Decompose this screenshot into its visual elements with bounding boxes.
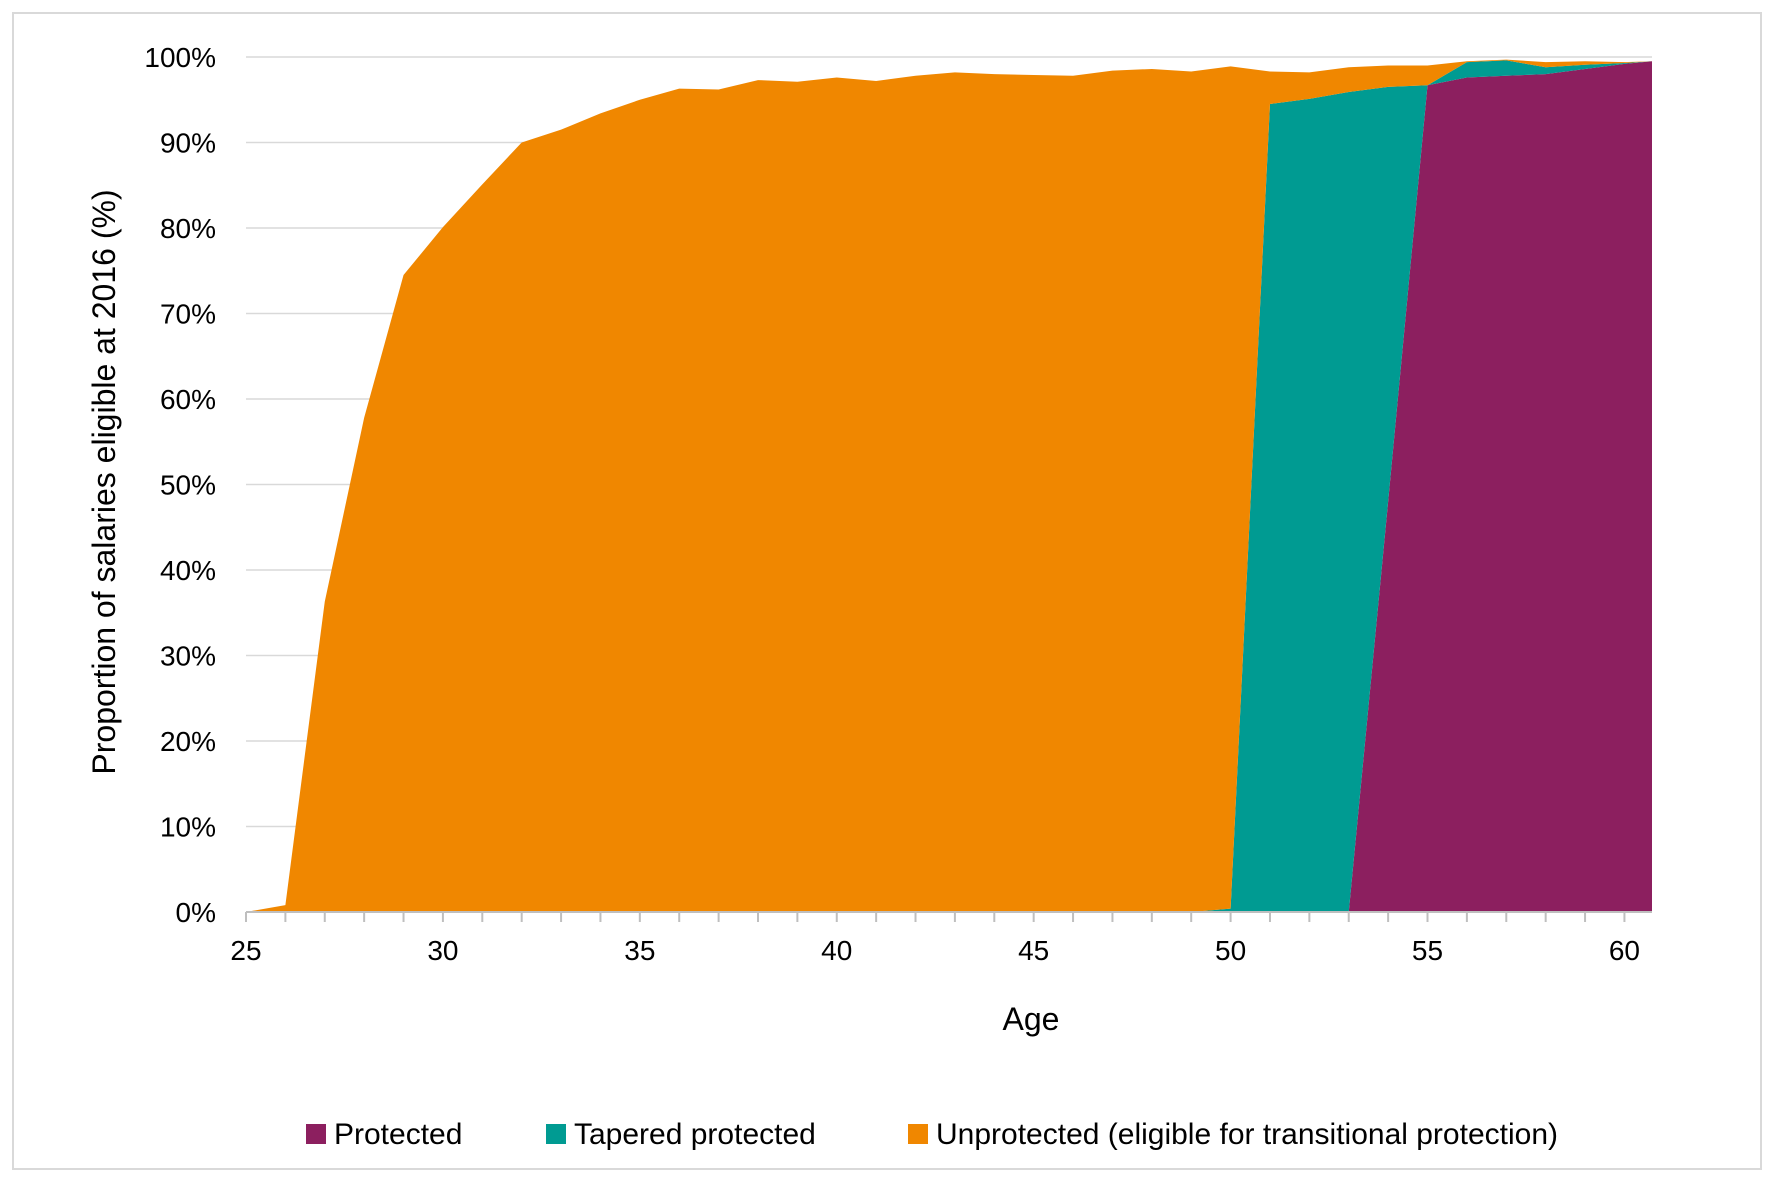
y-tick-label: 90% xyxy=(160,128,216,159)
area-series xyxy=(246,59,1652,913)
area-series-2 xyxy=(246,60,1652,913)
legend-item-1: Protected xyxy=(306,1118,462,1151)
legend: Protected Tapered protected Unprotected (e… xyxy=(306,1118,1558,1151)
x-tick-label: 40 xyxy=(821,935,852,966)
legend-item-2: Tapered protected xyxy=(546,1118,816,1151)
x-tick-label: 50 xyxy=(1215,935,1246,966)
area-series-1 xyxy=(246,61,1652,912)
legend-label: Tapered protected xyxy=(574,1118,816,1151)
y-tick-label: 10% xyxy=(160,812,216,843)
x-tick-label: 55 xyxy=(1412,935,1443,966)
x-axis-title: Age xyxy=(1003,1001,1060,1037)
x-axis-tick-labels: 25 30 35 40 45 50 55 60 xyxy=(230,935,1640,966)
x-tick-label: 30 xyxy=(427,935,458,966)
y-tick-label: 80% xyxy=(160,213,216,244)
y-tick-label: 30% xyxy=(160,641,216,672)
x-tick-label: 25 xyxy=(230,935,261,966)
legend-item-3: Unprotected (eligible for transitional p… xyxy=(908,1118,1558,1151)
axes xyxy=(245,911,1652,922)
y-tick-label: 0% xyxy=(176,897,216,928)
y-tick-label: 70% xyxy=(160,299,216,330)
legend-swatch xyxy=(908,1124,928,1144)
legend-label: Protected xyxy=(334,1118,462,1151)
y-tick-label: 60% xyxy=(160,384,216,415)
y-tick-label: 20% xyxy=(160,726,216,757)
x-tick-label: 45 xyxy=(1018,935,1049,966)
legend-swatch xyxy=(546,1124,566,1144)
legend-swatch xyxy=(306,1124,326,1144)
y-axis-title: Proportion of salaries eligible at 2016 … xyxy=(86,189,122,774)
legend-label: Unprotected (eligible for transitional p… xyxy=(936,1118,1558,1151)
x-tick-label: 60 xyxy=(1609,935,1640,966)
y-tick-label: 100% xyxy=(144,42,216,73)
y-tick-label: 40% xyxy=(160,555,216,586)
y-axis-tick-labels: 0% 10% 20% 30% 40% 50% 60% 70% 80% 90% 100% xyxy=(144,42,216,928)
y-tick-label: 50% xyxy=(160,470,216,501)
x-tick-label: 35 xyxy=(624,935,655,966)
area-series-3 xyxy=(246,59,1652,912)
